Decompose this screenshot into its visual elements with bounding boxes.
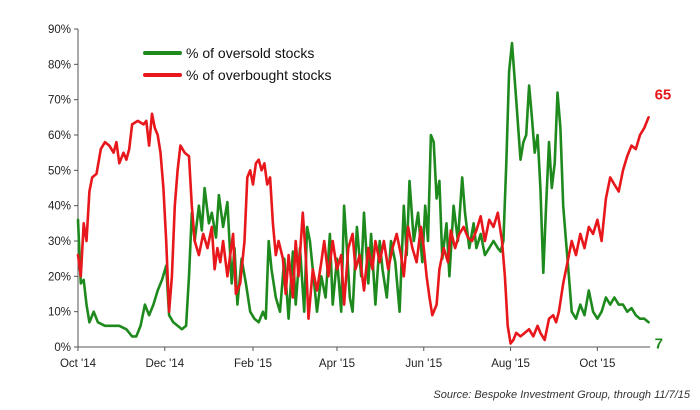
x-tick-label: Apr '15 <box>319 358 355 370</box>
x-tick-label: Oct '14 <box>60 358 97 370</box>
series-end-label: 65 <box>655 86 672 103</box>
series-layer <box>76 41 650 345</box>
x-tick-label: Jun '15 <box>405 358 442 370</box>
oversold-series-line <box>76 41 650 338</box>
legend-label: % of oversold stocks <box>186 45 314 61</box>
y-tick-label: 0% <box>54 342 71 354</box>
y-tick-label: 50% <box>48 165 71 177</box>
legend-label: % of overbought stocks <box>186 67 332 83</box>
source-note: Source: Bespoke Investment Group, throug… <box>433 389 691 401</box>
y-tick-label: 70% <box>48 95 71 107</box>
chart-axes: 0% 10% 20% 30% 40% 50% 60% 70% 80% 90% Oct '14 Dec … <box>48 24 650 370</box>
y-tick-label: 60% <box>48 130 71 142</box>
x-tick-label: Feb '15 <box>234 358 272 370</box>
y-tick-label: 10% <box>48 307 71 319</box>
end-labels: 7 65 <box>655 86 672 352</box>
y-tick-label: 40% <box>48 201 71 213</box>
y-tick-label: 30% <box>48 236 71 248</box>
y-tick-label: 90% <box>48 24 71 36</box>
x-tick-label: Oct '15 <box>579 358 615 370</box>
y-tick-label: 80% <box>48 59 71 71</box>
legend: % of oversold stocks % of overbought stoc… <box>143 45 332 83</box>
x-tick-label: Aug '15 <box>491 358 530 370</box>
y-tick-label: 20% <box>48 271 71 283</box>
x-tick-label: Dec '14 <box>145 358 184 370</box>
series-end-label: 7 <box>655 335 663 352</box>
overbought-series-line <box>76 112 650 345</box>
